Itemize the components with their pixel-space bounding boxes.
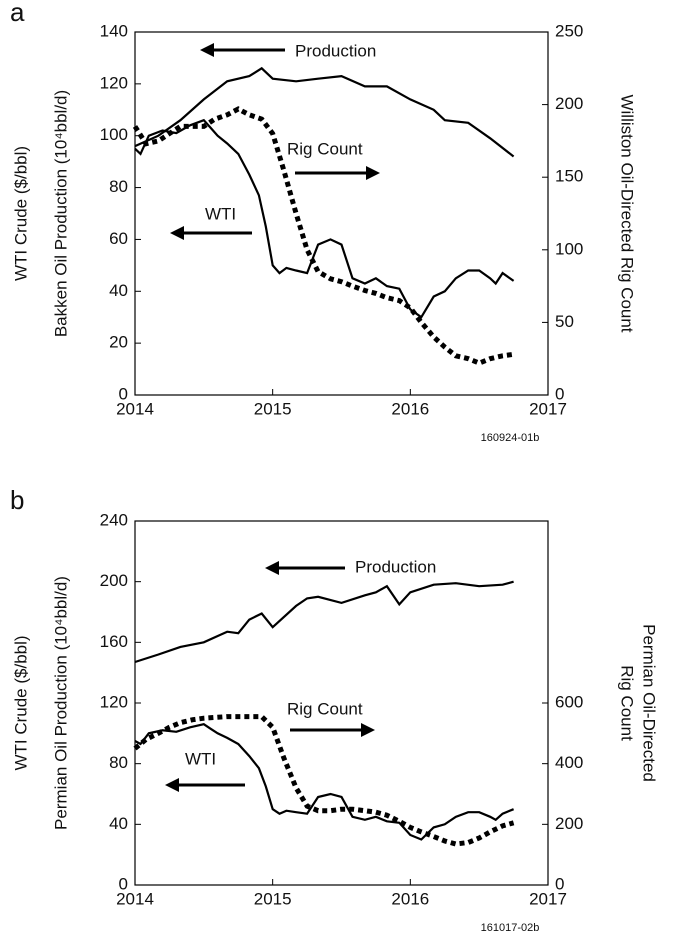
y-axis-label: Permian Oil Production (10⁴bbl/d) (51, 576, 70, 830)
x-tick-label: 2015 (254, 399, 292, 418)
y-tick-label: 0 (119, 874, 128, 893)
y2-tick-label: 150 (555, 167, 583, 186)
y2-tick-label: 400 (555, 753, 583, 772)
figure-code: 161017-02b (481, 922, 540, 934)
y-tick-label: 100 (100, 125, 128, 144)
panel-label: b (10, 485, 24, 515)
y-axis-label: WTI Crude ($/bbl) (11, 635, 30, 770)
y2-tick-label: 250 (555, 21, 583, 40)
x-tick-label: 2015 (254, 889, 292, 908)
y-tick-label: 60 (109, 229, 128, 248)
series-line (133, 714, 515, 847)
annotation-arrowhead (361, 723, 375, 737)
annotation-arrowhead (265, 561, 279, 575)
y-tick-label: 20 (109, 333, 128, 352)
y-tick-label: 40 (109, 281, 128, 300)
y2-axis-label: Permian Oil-Directed (640, 624, 659, 782)
annotation-arrowhead (165, 778, 179, 792)
y-tick-label: 120 (100, 692, 128, 711)
figure-code: 160924-01b (481, 432, 540, 444)
y-tick-label: 120 (100, 73, 128, 92)
series-annotation: Rig Count (287, 699, 363, 718)
series-annotation: Production (295, 41, 376, 60)
y-axis-label: WTI Crude ($/bbl) (11, 146, 30, 281)
x-tick-label: 2016 (391, 399, 429, 418)
y2-tick-label: 200 (555, 94, 583, 113)
panel-label: a (10, 0, 25, 27)
x-tick-label: 2016 (391, 889, 429, 908)
series-annotation: WTI (185, 749, 216, 768)
y-tick-label: 200 (100, 571, 128, 590)
y-tick-label: 40 (109, 814, 128, 833)
annotation-arrowhead (366, 166, 380, 180)
y2-tick-label: 0 (555, 384, 564, 403)
series-line (134, 580, 514, 664)
y-tick-label: 140 (100, 21, 128, 40)
y-axis-label: Bakken Oil Production (10⁴bbl/d) (51, 90, 70, 337)
y-tick-label: 80 (109, 753, 128, 772)
x-tick-label: 2014 (116, 889, 154, 908)
series-annotation: Production (355, 557, 436, 576)
series-line (132, 106, 514, 366)
series-line (134, 723, 515, 841)
y2-axis-label: Williston Oil-Directed Rig Count (618, 94, 637, 332)
x-tick-label: 2017 (529, 399, 567, 418)
y-tick-label: 0 (119, 384, 128, 403)
y2-tick-label: 600 (555, 692, 583, 711)
series-line (134, 66, 515, 158)
annotation-arrowhead (200, 43, 214, 57)
series-annotation: Rig Count (287, 139, 363, 158)
y2-axis-label: Rig Count (618, 665, 637, 741)
y2-tick-label: 0 (555, 874, 564, 893)
y2-tick-label: 200 (555, 814, 583, 833)
y-tick-label: 160 (100, 632, 128, 651)
y-tick-label: 240 (100, 510, 128, 529)
x-tick-label: 2017 (529, 889, 567, 908)
plot-frame (134, 31, 549, 396)
y2-tick-label: 100 (555, 239, 583, 258)
y2-tick-label: 50 (555, 312, 574, 331)
annotation-arrowhead (170, 226, 184, 240)
series-annotation: WTI (205, 204, 236, 223)
y-tick-label: 80 (109, 177, 128, 196)
x-tick-label: 2014 (116, 399, 154, 418)
